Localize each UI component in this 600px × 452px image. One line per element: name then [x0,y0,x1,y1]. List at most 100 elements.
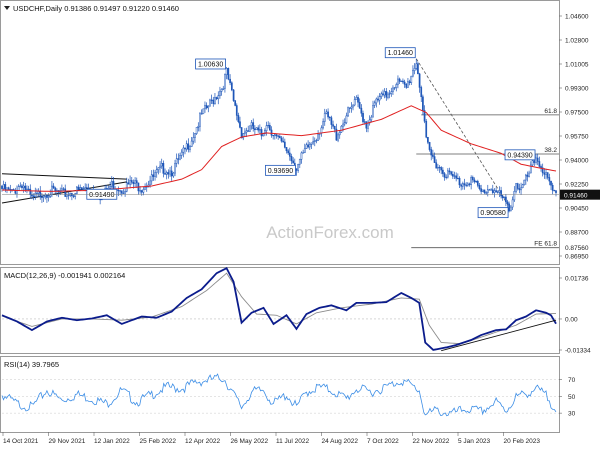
candle-body [250,122,253,127]
candle-body [427,136,429,143]
candle-body [422,96,424,111]
candle-body [26,188,28,190]
candle-body [297,163,299,171]
symbol-dropdown-icon[interactable] [4,6,10,10]
candle-body [458,177,461,186]
price-tick-label: 0.90450 [565,206,589,213]
price-layer: 61.8 38.2 FE 61.8 1.00630 0.93690 1.01460 0.94… [1,47,559,249]
candle-body [51,185,53,196]
candle-body [400,80,403,82]
candle-body [204,105,206,110]
annotation-label-5: 0.91490 [89,192,114,199]
candle-body [298,159,301,165]
candle-body [312,141,314,144]
candle-body [498,190,501,193]
candle-body [388,93,391,95]
candle-body [7,187,10,190]
candle-body [345,115,348,123]
candle-body [44,194,47,197]
candle-body [362,113,364,123]
candle-body [112,181,115,190]
candle-body [310,142,313,145]
price-tick-label: 0.86950 [565,254,589,261]
candle-body [207,105,210,109]
candle-body [385,91,388,98]
candle-body [495,190,497,193]
candle-body [224,74,226,89]
candle-body [531,160,534,166]
candle-body [282,140,285,143]
candle-body [240,127,243,139]
candle-body [338,132,341,136]
candle-body [509,206,512,212]
candle-body [503,196,506,198]
candle-body [353,99,356,106]
rsi-panel-frame [0,356,560,433]
macd-layer [1,267,559,352]
candle-body [550,180,552,186]
candle-body [142,189,145,193]
candle-body [239,121,241,128]
candle-body [22,185,25,188]
candle-body [410,75,413,83]
candle-body [219,91,221,96]
axis-layer: 1.04600 1.02800 1.01005 0.99300 0.97500 0.957… [2,14,600,445]
candle-body [81,187,83,190]
candle-body [378,96,381,101]
candle-body [210,99,213,101]
candle-body [387,93,389,98]
rsi-tick-label: 50 [568,394,576,401]
candle-body [417,63,419,75]
annotation-label-0: 1.00630 [198,61,223,68]
candle-body [420,87,423,98]
candle-body [175,158,178,164]
candle-body [348,107,351,109]
macd-tick-label: 0.00 [565,316,578,323]
candle-body [415,63,418,69]
x-tick-label: 12 Jan 2022 [94,438,130,445]
candle-body [287,150,290,154]
candle-body [466,183,469,186]
annotation-label-1: 0.93690 [268,168,293,175]
candle-body [433,156,436,163]
candle-body [308,144,311,148]
candle-body [465,184,468,186]
candle-body [553,190,556,192]
candle-body [333,126,336,130]
candle-body [52,185,55,189]
candle-body [49,194,52,197]
rsi-layer [1,373,559,417]
candle-body [268,125,271,131]
candle-body [140,190,143,193]
candle-body [159,165,161,168]
candle-body [272,134,275,137]
candle-body [397,78,399,85]
candle-body [513,190,516,201]
annotation-box-0 [195,58,226,70]
candle-body [343,122,346,125]
candle-body [21,185,23,188]
candle-body [520,187,522,191]
candle-body [125,182,128,192]
candle-body [529,164,532,174]
candle-body [124,191,126,194]
candle-body [533,160,536,163]
current-price-label: 0.91460 [564,193,588,200]
candle-body [332,124,334,127]
candle-body [275,134,278,137]
candle-body [307,144,309,148]
candle-body [278,135,281,139]
candle-body [64,188,67,197]
candle-body [225,68,228,75]
candle-body [382,93,384,96]
candle-body [428,142,431,150]
candle-body [355,97,358,100]
candle-body [130,180,133,183]
candle-body [82,188,85,190]
annotation-label-3: 0.94390 [507,152,532,159]
candle-body [501,195,504,198]
candle-body [212,99,215,104]
annotation-box-5 [86,188,118,200]
candle-body [85,187,88,189]
